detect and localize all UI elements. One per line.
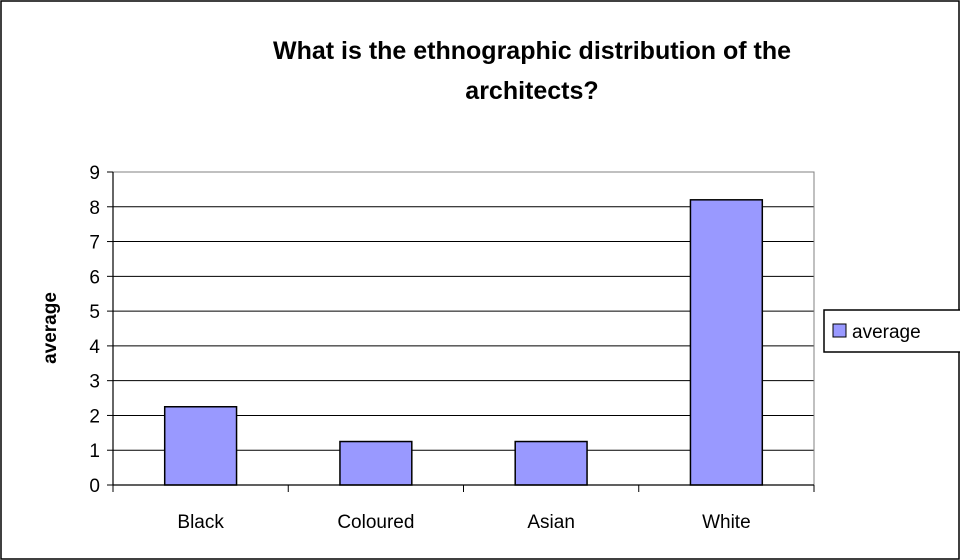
x-tick-label-coloured: Coloured [337,512,414,533]
bar-coloured [339,440,413,486]
bar-black [163,406,238,486]
y-tick-label-7: 7 [89,233,100,254]
bar-white [689,199,764,486]
y-tick-label-2: 2 [89,406,100,427]
legend-swatch [832,323,847,338]
bar-asian [514,440,588,486]
bars [163,199,764,486]
y-tick-label-8: 8 [89,198,100,219]
x-tick-label-asian: Asian [527,512,575,533]
y-tick-labels: 0 1 2 3 4 5 6 7 8 9 [89,163,100,497]
y-axis-label: average [40,292,61,364]
x-tick-label-white: White [702,512,751,533]
x-tick-label-black: Black [177,512,224,533]
axes [107,171,815,492]
y-tick-label-0: 0 [89,476,100,497]
y-tick-label-6: 6 [89,267,100,288]
chart-title-line-2: architects? [465,77,598,105]
y-tick-label-4: 4 [89,337,100,358]
legend-box [823,309,960,353]
x-tick-labels: Black Coloured Asian White [177,512,750,533]
legend-label: average [852,322,921,343]
y-tick-label-3: 3 [89,372,100,393]
chart-title-line-1: What is the ethnographic distribution of… [273,37,791,65]
y-tick-label-5: 5 [89,302,100,323]
legend: average [823,309,960,353]
y-tick-label-1: 1 [89,441,100,462]
y-tick-label-9: 9 [89,163,100,184]
